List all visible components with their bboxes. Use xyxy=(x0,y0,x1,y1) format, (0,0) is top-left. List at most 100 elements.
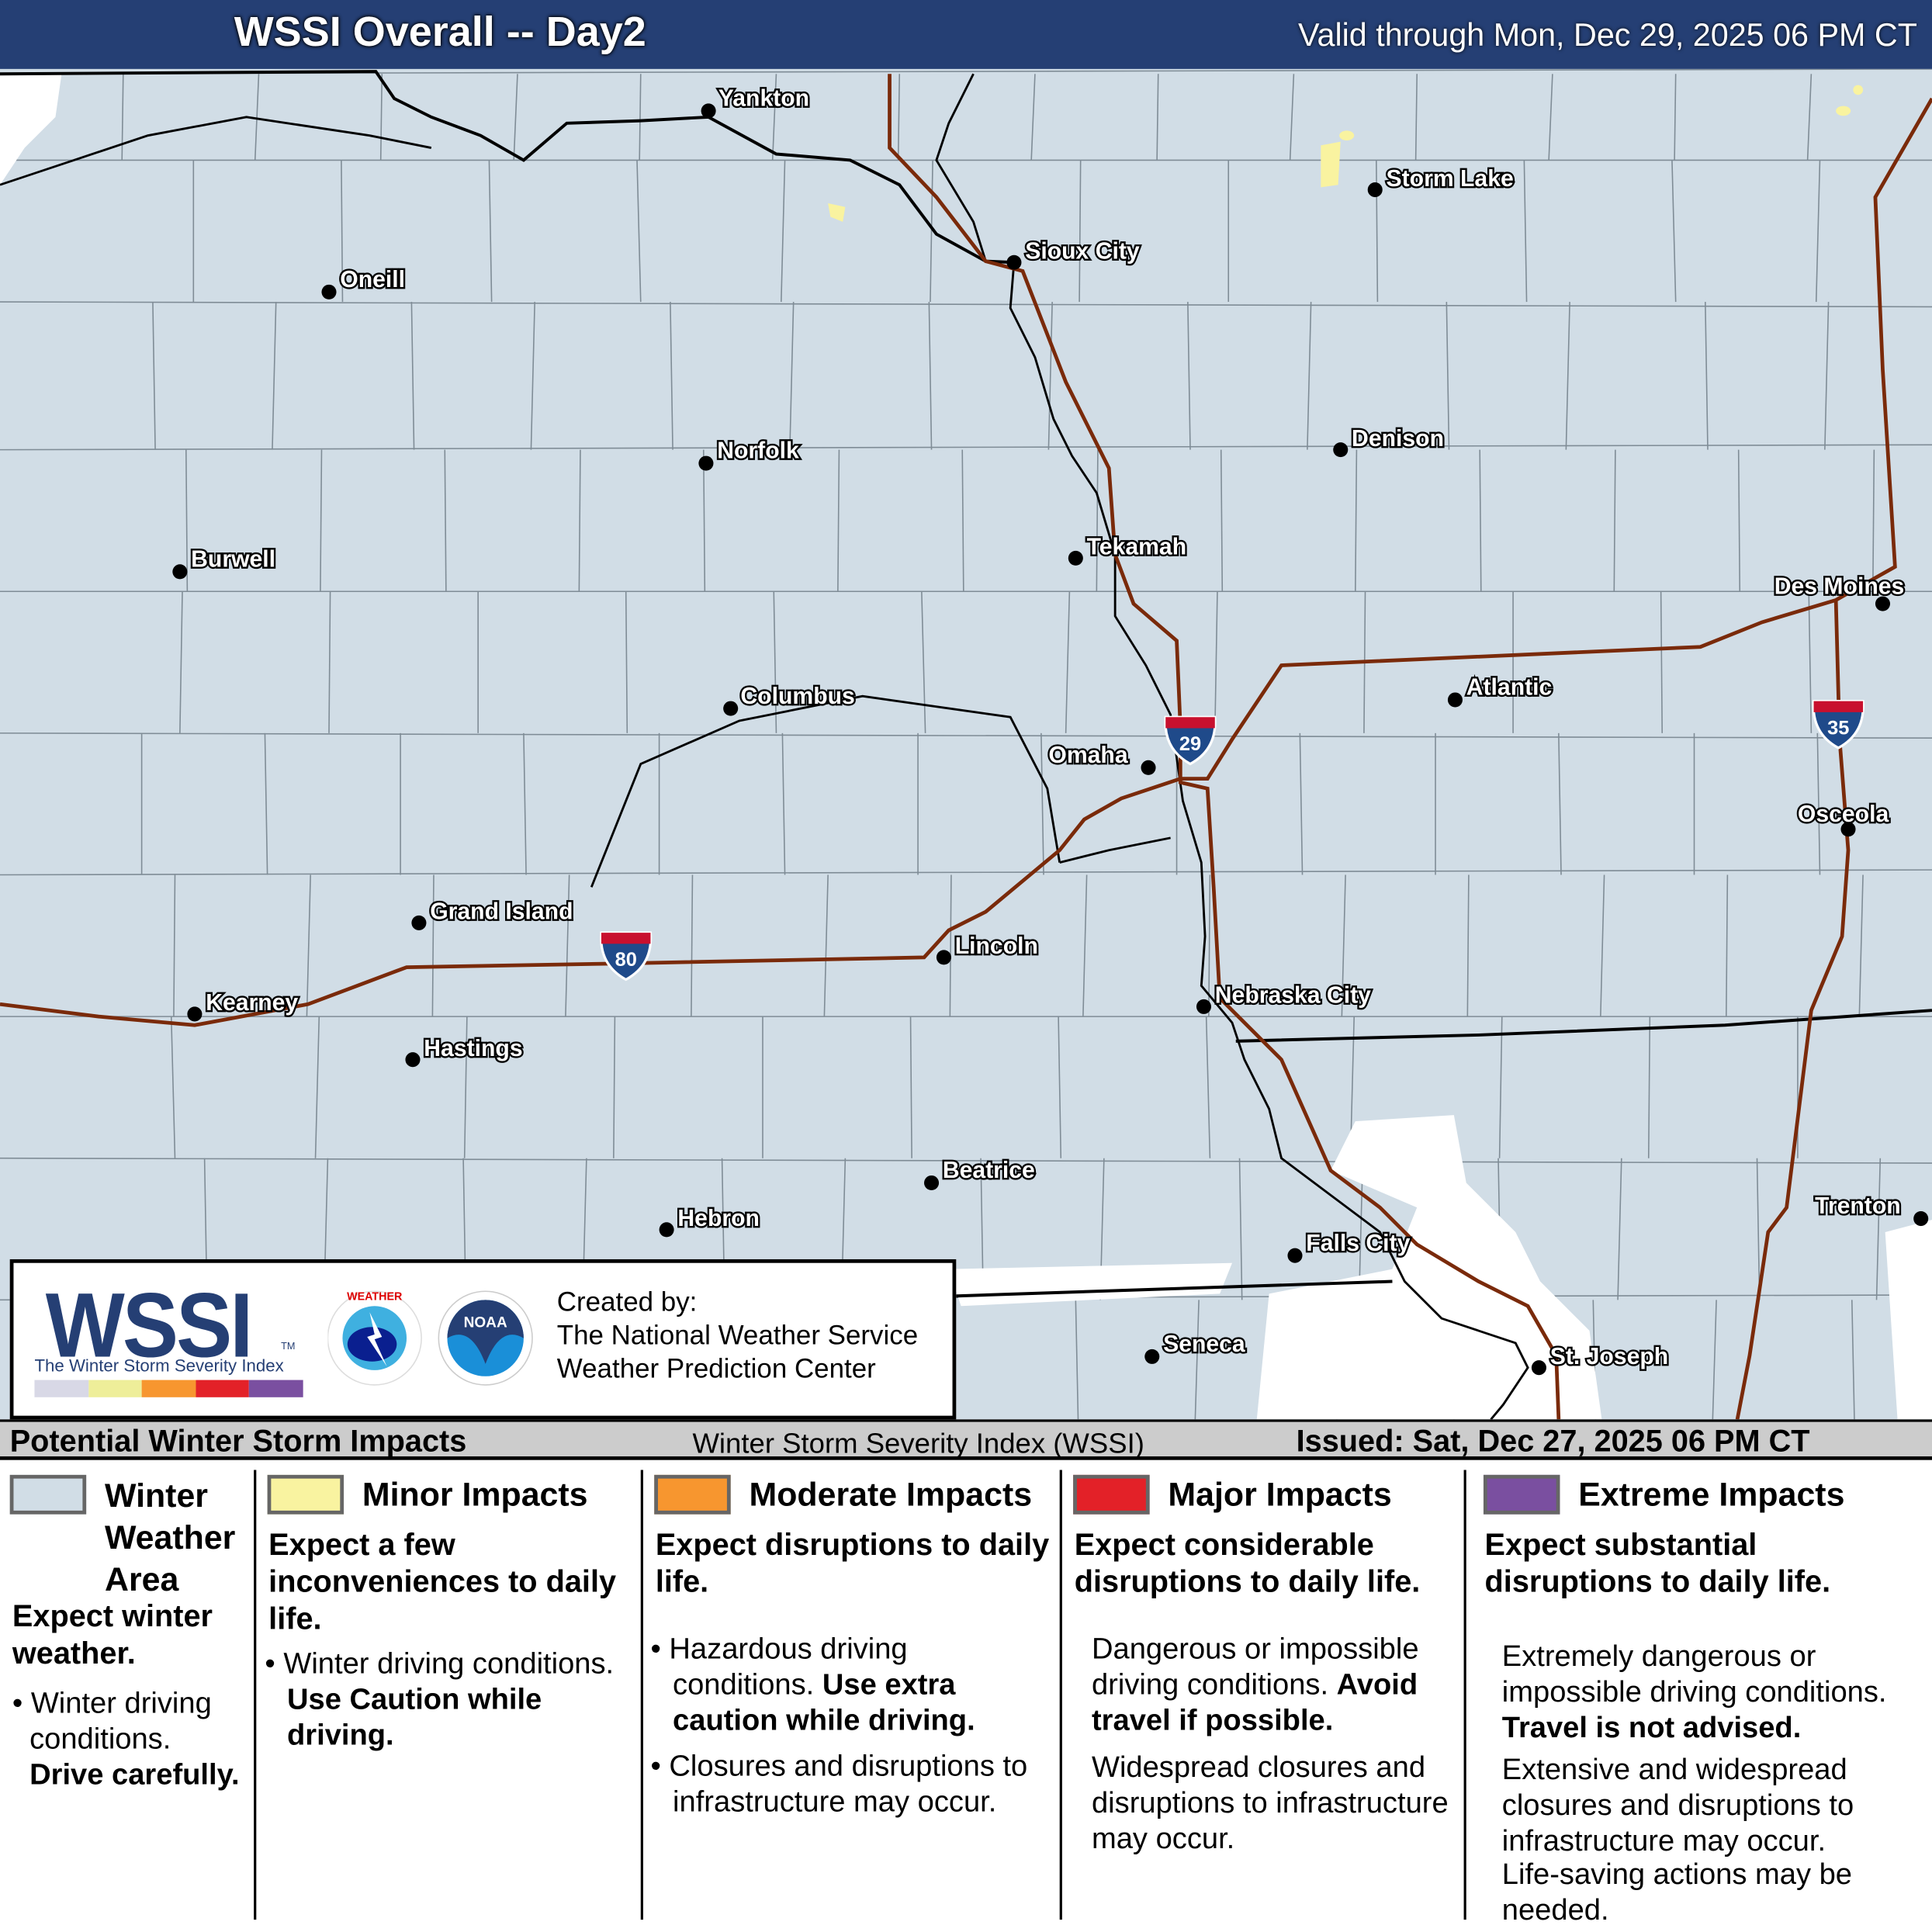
legend-title-winter: Winter Weather Area xyxy=(104,1477,236,1598)
city-label: Kearney xyxy=(206,990,298,1016)
swatch-minor xyxy=(267,1474,345,1515)
swatch-moderate xyxy=(654,1474,731,1515)
noaa-logo-icon: NOAA xyxy=(438,1290,533,1386)
city-markers: Yankton Storm Lake Sioux City Oneill Norfolk… xyxy=(172,84,1929,1376)
legend-summary: Expect considerable disruptions to daily… xyxy=(1074,1528,1421,1600)
interstate-80-shield-icon: 80 xyxy=(600,931,653,982)
valid-time: Valid through Mon, Dec 29, 2025 06 PM CT xyxy=(1298,16,1917,54)
city-dot-icon xyxy=(1141,760,1156,775)
city-dot-icon xyxy=(1287,1248,1303,1263)
county-borders xyxy=(0,68,1932,1420)
city-label: Storm Lake xyxy=(1387,166,1514,192)
city-label: St. Joseph xyxy=(1550,1344,1669,1369)
city-falls-city: Falls City xyxy=(1287,1228,1412,1263)
city-seneca: Seneca xyxy=(1144,1330,1247,1364)
city-hebron: Hebron xyxy=(659,1204,761,1238)
svg-text:29: 29 xyxy=(1179,733,1201,755)
city-dot-icon xyxy=(405,1052,421,1068)
legend-summary: Expect substantial disruptions to daily … xyxy=(1484,1528,1831,1600)
city-label: Oneill xyxy=(340,267,405,293)
minor-impact-areas xyxy=(828,85,1864,222)
swatch-major xyxy=(1073,1474,1150,1515)
city-osceola: Osceola xyxy=(1796,800,1891,837)
rivers xyxy=(0,73,1529,1420)
city-st-joseph: St. Joseph xyxy=(1531,1342,1671,1376)
credit-text: Created by: The National Weather Service… xyxy=(557,1285,918,1385)
legend-title-extreme: Extreme Impacts xyxy=(1578,1476,1845,1514)
legend-bullet: Winter driving conditions. xyxy=(29,1686,212,1756)
swatch-extreme xyxy=(1483,1474,1560,1515)
legend-title-major: Major Impacts xyxy=(1168,1476,1392,1514)
legend-subtitle: Winter Storm Severity Index (WSSI) xyxy=(692,1426,1144,1459)
org-nws: The National Weather Service xyxy=(556,1319,919,1351)
city-label: Yankton xyxy=(718,86,809,112)
city-storm-lake: Storm Lake xyxy=(1367,164,1515,198)
city-oneill: Oneill xyxy=(321,265,407,299)
created-by: Created by: xyxy=(556,1286,698,1317)
city-dot-icon xyxy=(187,1006,203,1022)
city-trenton: Trenton xyxy=(1813,1192,1929,1227)
city-dot-icon xyxy=(1447,692,1463,708)
city-dot-icon xyxy=(723,701,739,716)
city-label: Denison xyxy=(1352,426,1444,452)
city-dot-icon xyxy=(701,103,716,119)
legend-title-moderate: Moderate Impacts xyxy=(749,1476,1033,1514)
legend-summary: Expect a few inconveniences to daily lif… xyxy=(268,1528,617,1636)
interstate-shields: 80 29 35 xyxy=(600,699,1864,982)
city-burwell: Burwell xyxy=(172,545,277,580)
issued-time: Issued: Sat, Dec 27, 2025 06 PM CT xyxy=(1296,1424,1810,1459)
map-title: WSSI Overall -- Day2 xyxy=(234,9,646,56)
swatch-winter xyxy=(9,1474,87,1515)
agency-seals: WEATHER NOAA xyxy=(327,1290,533,1386)
city-label: Falls City xyxy=(1306,1231,1410,1256)
city-dot-icon xyxy=(698,455,714,471)
legend-major: Major Impacts Expect considerable disrup… xyxy=(1062,1460,1464,1932)
logo-box: WSSI TM The Winter Storm Severity Index … xyxy=(9,1259,957,1420)
legend-bullet-2: Widespread closures and disruptions to i… xyxy=(1091,1750,1449,1856)
city-label: Hebron xyxy=(677,1206,760,1231)
nws-logo-icon: WEATHER xyxy=(327,1290,422,1386)
title-bar: WSSI Overall -- Day2 Valid through Mon, … xyxy=(0,0,1932,69)
city-atlantic: Atlantic xyxy=(1447,673,1554,708)
state-borders xyxy=(0,70,1932,1298)
legend-title: Potential Winter Storm Impacts xyxy=(9,1424,467,1459)
interstate-roads xyxy=(0,74,1932,1420)
city-label: Hastings xyxy=(424,1036,522,1061)
city-dot-icon xyxy=(321,284,337,299)
city-label: Omaha xyxy=(1048,743,1127,768)
city-dot-icon xyxy=(1875,596,1891,611)
wssi-color-bar xyxy=(34,1380,303,1397)
legend-bold: Travel is not advised. xyxy=(1501,1711,1802,1745)
no-snow-areas xyxy=(0,74,1932,1420)
svg-text:WEATHER: WEATHER xyxy=(347,1290,403,1303)
legend-extreme: Extreme Impacts Expect substantial disru… xyxy=(1466,1460,1932,1932)
city-dot-icon xyxy=(411,915,427,930)
svg-text:NOAA: NOAA xyxy=(464,1314,507,1331)
city-des-moines: Des Moines xyxy=(1772,572,1906,611)
legend-bullet: Winter driving conditions. xyxy=(283,1647,615,1681)
org-wpc: Weather Prediction Center xyxy=(556,1352,876,1384)
city-dot-icon xyxy=(1367,182,1383,198)
city-label: Seneca xyxy=(1163,1331,1245,1357)
wssi-subtitle: The Winter Storm Severity Index xyxy=(34,1355,284,1376)
city-beatrice: Beatrice xyxy=(924,1156,1037,1191)
legend-bullet-3: Life-saving actions may be needed. xyxy=(1501,1858,1853,1927)
city-label: Grand Island xyxy=(430,899,573,925)
city-label: Tekamah xyxy=(1087,535,1187,560)
trademark: TM xyxy=(281,1340,296,1352)
legend-bullet: Extremely dangerous or impossible drivin… xyxy=(1501,1639,1887,1709)
city-norfolk: Norfolk xyxy=(698,436,801,471)
map[interactable]: 80 29 35 Yankton Storm Lake Sioux City Oneill… xyxy=(0,68,1932,1420)
city-label: Sioux City xyxy=(1025,238,1140,264)
city-yankton: Yankton xyxy=(701,84,811,119)
city-kearney: Kearney xyxy=(187,989,300,1022)
city-tekamah: Tekamah xyxy=(1068,532,1189,566)
city-columbus: Columbus xyxy=(723,681,857,716)
city-dot-icon xyxy=(1144,1349,1160,1364)
city-grand-island: Grand Island xyxy=(411,897,575,930)
legend-summary: Expect disruptions to daily life. xyxy=(655,1528,1050,1600)
interstate-35-shield-icon: 35 xyxy=(1812,699,1864,750)
city-label: Des Moines xyxy=(1774,573,1905,599)
city-label: Columbus xyxy=(740,684,854,709)
city-dot-icon xyxy=(659,1222,674,1238)
